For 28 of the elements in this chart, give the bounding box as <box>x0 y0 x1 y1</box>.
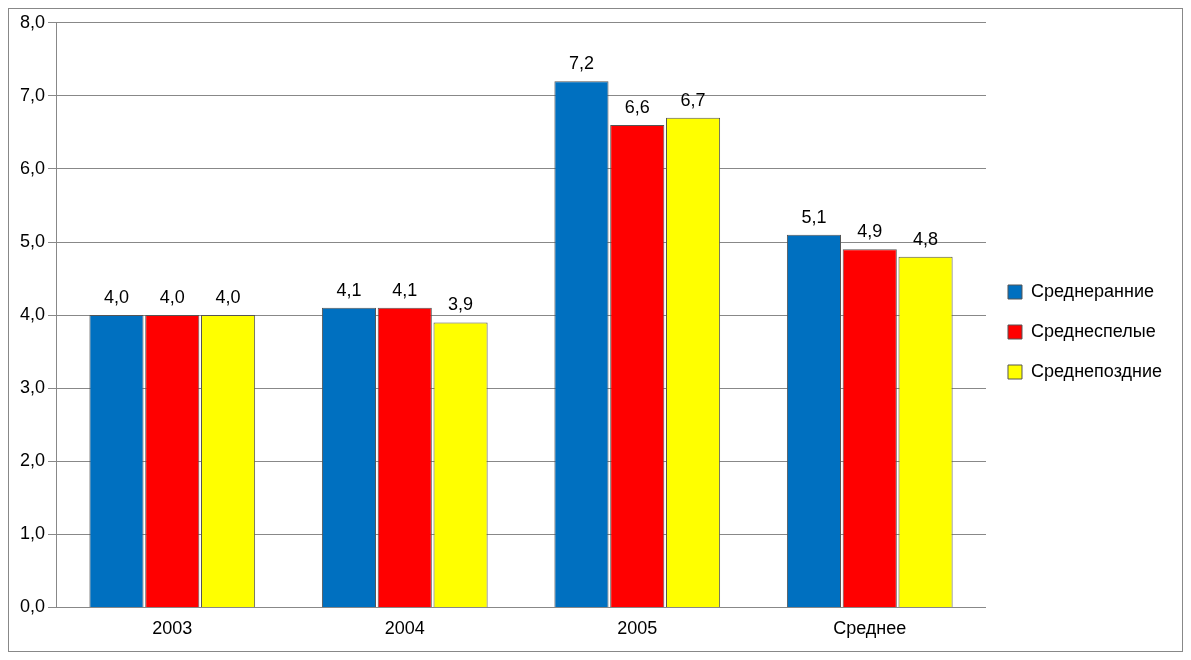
data-label: 4,1 <box>392 279 418 300</box>
y-tick-label: 0,0 <box>19 596 46 617</box>
data-label: 6,6 <box>624 97 650 118</box>
data-label: 5,1 <box>801 206 827 227</box>
y-tick-label: 4,0 <box>19 304 46 325</box>
data-label: 7,2 <box>568 53 594 74</box>
y-tick-label: 6,0 <box>19 157 46 178</box>
data-label: 4,0 <box>215 287 241 308</box>
x-tick-label: 2005 <box>617 618 658 639</box>
y-tick-label: 5,0 <box>19 230 46 251</box>
x-tick-label: 2004 <box>384 618 425 639</box>
legend-label: Среднеранние <box>1031 280 1155 301</box>
legend-label: Среднепоздние <box>1031 360 1163 381</box>
y-tick-label: 2,0 <box>19 450 46 471</box>
y-tick-label: 8,0 <box>19 11 46 32</box>
data-label: 3,9 <box>448 294 474 315</box>
data-label: 4,0 <box>159 287 185 308</box>
data-label: 4,0 <box>103 287 129 308</box>
legend-label: Среднеспелые <box>1031 320 1156 341</box>
y-tick-label: 3,0 <box>19 377 46 398</box>
x-tick-label: Среднее <box>833 618 907 639</box>
x-tick-label: 2003 <box>152 618 193 639</box>
data-label: 4,8 <box>913 228 939 249</box>
data-label: 4,1 <box>336 279 362 300</box>
data-label: 6,7 <box>680 89 706 110</box>
y-tick-label: 7,0 <box>19 84 46 105</box>
y-tick-label: 1,0 <box>19 523 46 544</box>
data-label: 4,9 <box>857 221 883 242</box>
